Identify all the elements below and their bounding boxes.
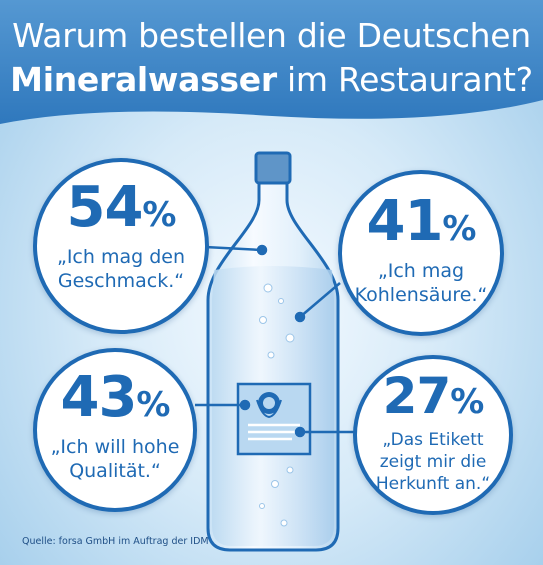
bottle-icon — [206, 151, 340, 552]
stat-quote-line: „Ich mag — [377, 260, 465, 282]
title-emphasis: Mineralwasser — [10, 60, 277, 99]
stat-quote-line: Kohlensäure.“ — [354, 284, 488, 306]
source-note: Quelle: forsa GmbH im Auftrag der IDM — [22, 536, 209, 547]
stat-percentage: 43% — [37, 368, 193, 435]
stat-bubble-54: 54% „Ich mag den Geschmack.“ — [33, 158, 209, 334]
stat-percentage: 54% — [37, 178, 205, 245]
stat-quote-line: Herkunft an.“ — [375, 474, 491, 494]
stat-percentage: 41% — [342, 192, 500, 259]
stat-value: 54 — [66, 175, 143, 240]
stat-value: 43 — [60, 365, 137, 430]
stat-quote-line: Qualität.“ — [69, 460, 161, 482]
page-title-line-2: Mineralwasser im Restaurant? — [0, 60, 543, 99]
stat-unit: % — [142, 195, 176, 235]
connectors — [195, 244, 355, 438]
stat-value: 27 — [382, 367, 452, 425]
connector-41 — [294, 282, 341, 323]
stat-value: 41 — [366, 189, 443, 254]
stat-unit: % — [442, 209, 476, 249]
page-title-line-1: Warum bestellen die Deutschen — [12, 16, 531, 55]
bubbles — [259, 283, 295, 527]
stat-bubble-43: 43% „Ich will hohe Qualität.“ — [33, 348, 197, 512]
label-laurel-icon — [256, 392, 282, 419]
stat-quote-line: „Ich will hohe — [50, 436, 180, 458]
header-banner: Warum bestellen die Deutschen Mineralwas… — [0, 0, 543, 128]
title-rest: im Restaurant? — [276, 60, 533, 99]
stat-bubble-41: 41% „Ich mag Kohlensäure.“ — [338, 170, 504, 336]
stat-quote-line: zeigt mir die — [379, 452, 487, 472]
stat-quote-line: „Das Etikett — [382, 430, 484, 450]
stat-bubble-27: 27% „Das Etikett zeigt mir die Herkunft … — [353, 355, 513, 515]
stat-unit: % — [450, 382, 484, 422]
connector-27 — [294, 426, 355, 438]
stat-percentage: 27% — [357, 369, 509, 429]
label-text-lines — [248, 423, 300, 441]
connector-54 — [204, 244, 268, 256]
bottle-label — [236, 382, 312, 456]
header-wave-shape — [0, 0, 543, 124]
stat-quote-line: Geschmack.“ — [57, 270, 185, 292]
stat-quote-line: „Ich mag den — [56, 246, 186, 268]
connector-43 — [195, 399, 251, 411]
bottle-cap — [254, 151, 292, 185]
stat-unit: % — [136, 385, 170, 425]
